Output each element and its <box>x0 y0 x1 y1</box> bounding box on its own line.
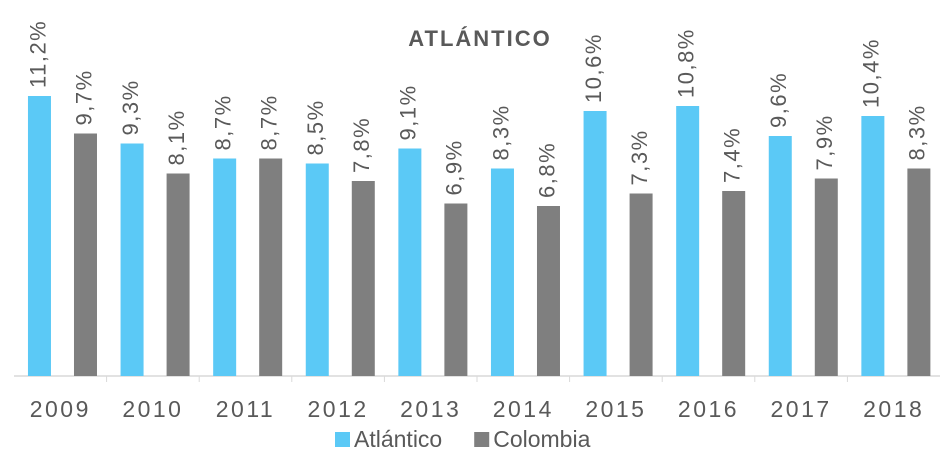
bar <box>676 106 700 376</box>
data-label: 6,8% <box>534 142 559 198</box>
data-label: 8,1% <box>164 109 189 165</box>
data-label: 9,1% <box>396 84 421 140</box>
data-label: 7,3% <box>627 129 652 185</box>
bar <box>629 193 653 376</box>
legend-label: Atlántico <box>354 426 442 452</box>
bar <box>861 116 885 376</box>
x-tick-label: 2014 <box>493 396 554 422</box>
x-tick-label: 2009 <box>30 396 91 422</box>
x-tick-label: 2013 <box>400 396 461 422</box>
legend-label: Colombia <box>493 426 590 452</box>
data-label: 6,9% <box>442 139 467 195</box>
bar <box>768 136 792 376</box>
bar <box>305 163 329 376</box>
bar <box>259 158 283 376</box>
data-label: 11,2% <box>25 20 50 88</box>
bar <box>398 148 422 376</box>
bar <box>73 133 97 376</box>
data-label: 7,8% <box>349 117 374 173</box>
x-tick-label: 2011 <box>216 396 275 422</box>
x-tick-label: 2010 <box>122 396 183 422</box>
data-label: 9,7% <box>71 69 96 125</box>
bar <box>351 181 375 376</box>
bar <box>536 206 560 376</box>
bar <box>166 173 190 376</box>
data-label: 10,6% <box>581 33 606 103</box>
data-label: 8,7% <box>256 94 281 150</box>
data-label: 10,4% <box>859 38 884 108</box>
data-label: 7,9% <box>812 114 837 170</box>
data-label: 8,3% <box>905 104 930 160</box>
x-tick-label: 2012 <box>308 396 369 422</box>
data-label: 10,8% <box>673 28 698 98</box>
bar <box>722 191 746 376</box>
x-tick-label: 2016 <box>678 396 739 422</box>
data-label: 9,3% <box>118 79 143 135</box>
data-label: 8,7% <box>210 94 235 150</box>
legend-swatch <box>335 432 350 447</box>
data-label: 8,3% <box>488 104 513 160</box>
bar <box>814 178 838 376</box>
bar <box>907 168 931 376</box>
bar <box>583 111 607 376</box>
chart-title: ATLÁNTICO <box>408 26 551 51</box>
data-label: 7,4% <box>719 127 744 183</box>
data-label: 8,5% <box>303 99 328 155</box>
x-tick-label: 2017 <box>771 396 832 422</box>
data-label: 9,6% <box>766 72 791 128</box>
legend-swatch <box>474 432 490 447</box>
bar <box>490 168 514 376</box>
bar <box>213 158 237 376</box>
x-tick-label: 2018 <box>863 396 924 422</box>
x-tick-label: 2015 <box>585 396 646 422</box>
bar <box>27 96 51 376</box>
bar <box>120 143 144 376</box>
bar <box>444 203 468 376</box>
